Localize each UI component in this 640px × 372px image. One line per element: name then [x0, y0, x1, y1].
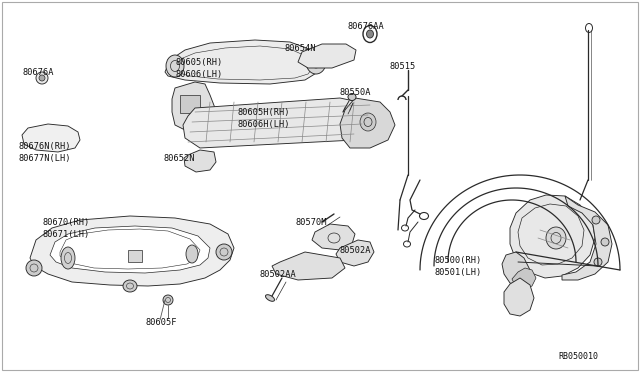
Ellipse shape: [186, 245, 198, 263]
Polygon shape: [340, 98, 395, 148]
Text: 80605F: 80605F: [145, 318, 177, 327]
Polygon shape: [336, 240, 374, 266]
Text: 80500(RH): 80500(RH): [435, 256, 483, 265]
Ellipse shape: [166, 55, 184, 77]
Text: 80606H(LH): 80606H(LH): [237, 120, 289, 129]
Ellipse shape: [306, 50, 326, 74]
Text: 80501(LH): 80501(LH): [435, 268, 483, 277]
Polygon shape: [172, 82, 215, 130]
Text: 80570M: 80570M: [296, 218, 328, 227]
Ellipse shape: [36, 72, 48, 84]
Polygon shape: [510, 195, 595, 278]
Text: 80605(RH): 80605(RH): [175, 58, 222, 67]
Ellipse shape: [367, 30, 374, 38]
Polygon shape: [165, 40, 322, 84]
Ellipse shape: [216, 244, 232, 260]
Polygon shape: [183, 98, 380, 148]
Text: 80652N: 80652N: [163, 154, 195, 163]
Polygon shape: [562, 196, 612, 280]
Polygon shape: [22, 124, 80, 152]
Text: 80654N: 80654N: [285, 44, 317, 53]
Ellipse shape: [266, 295, 275, 301]
Polygon shape: [184, 150, 216, 172]
Text: 80606(LH): 80606(LH): [175, 70, 222, 79]
Ellipse shape: [594, 258, 602, 266]
Ellipse shape: [601, 238, 609, 246]
Polygon shape: [30, 216, 234, 286]
Text: 80676A: 80676A: [22, 68, 54, 77]
Ellipse shape: [39, 75, 45, 81]
Text: 80670(RH): 80670(RH): [42, 218, 89, 227]
Text: 80502A: 80502A: [340, 246, 371, 255]
Ellipse shape: [313, 53, 319, 59]
Polygon shape: [312, 224, 355, 250]
Text: 80550A: 80550A: [340, 88, 371, 97]
Polygon shape: [502, 252, 530, 285]
Text: 80502AA: 80502AA: [260, 270, 297, 279]
Ellipse shape: [348, 93, 356, 100]
Ellipse shape: [360, 113, 376, 131]
Ellipse shape: [592, 216, 600, 224]
Bar: [128, 250, 142, 262]
Polygon shape: [272, 252, 345, 280]
Ellipse shape: [123, 280, 137, 292]
Bar: [180, 95, 200, 113]
Ellipse shape: [546, 227, 566, 249]
Polygon shape: [504, 278, 534, 316]
Text: 80676N(RH): 80676N(RH): [18, 142, 70, 151]
Text: 80515: 80515: [390, 62, 416, 71]
Text: 80605H(RH): 80605H(RH): [237, 108, 289, 117]
Text: 80676AA: 80676AA: [348, 22, 385, 31]
Text: 80671(LH): 80671(LH): [42, 230, 89, 239]
Polygon shape: [512, 268, 536, 290]
Polygon shape: [298, 44, 356, 68]
Text: 80677N(LH): 80677N(LH): [18, 154, 70, 163]
Ellipse shape: [163, 295, 173, 305]
Ellipse shape: [61, 247, 75, 269]
Text: RB050010: RB050010: [558, 352, 598, 361]
Ellipse shape: [26, 260, 42, 276]
Polygon shape: [50, 226, 210, 273]
